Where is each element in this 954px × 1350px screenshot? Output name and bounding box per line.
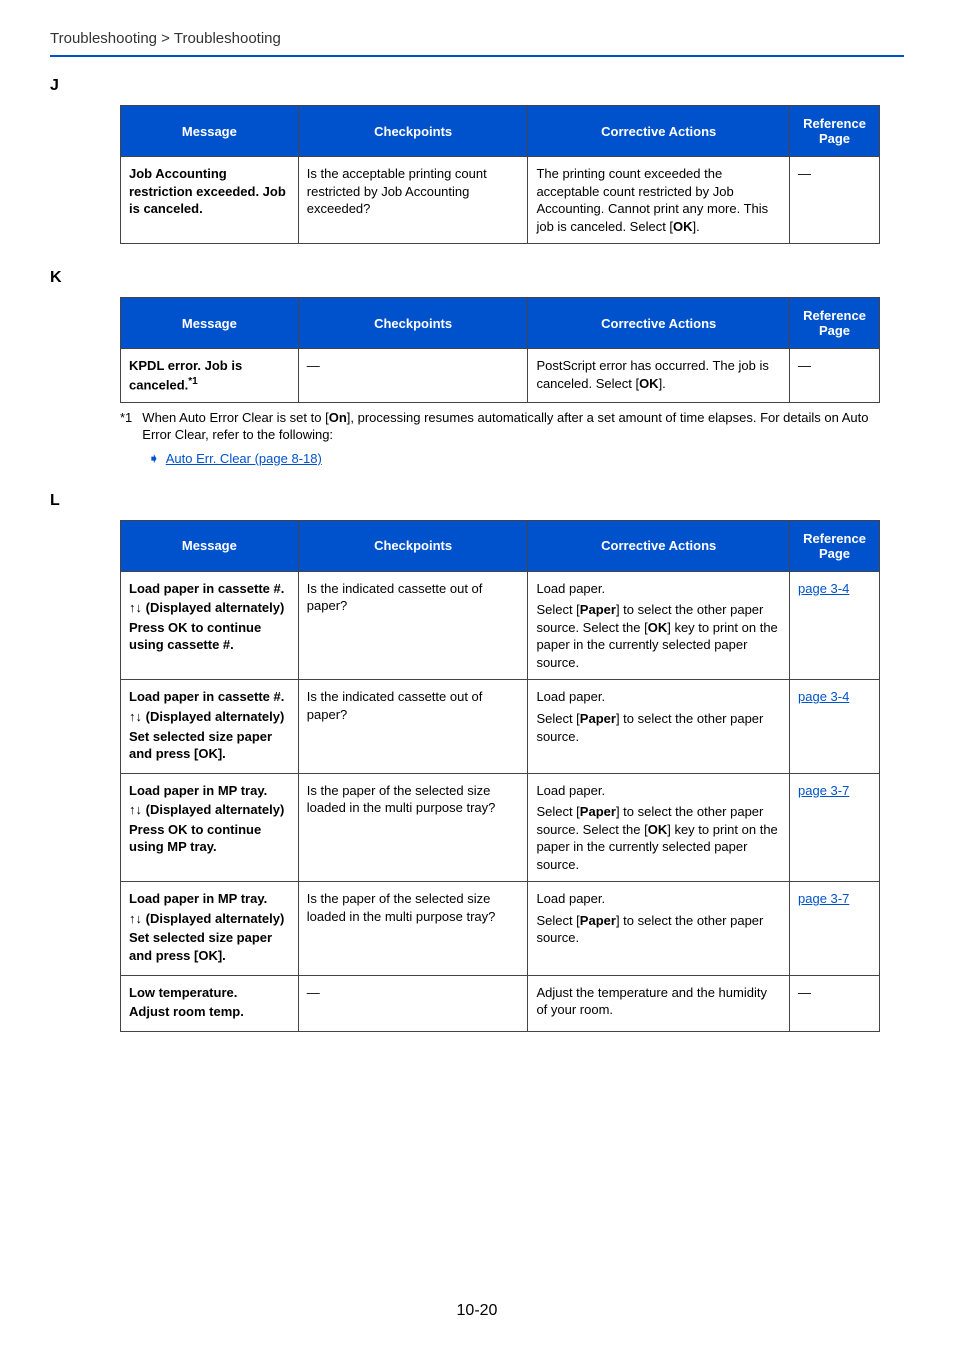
table-l: Message Checkpoints Corrective Actions R…: [120, 520, 880, 1032]
reference-page-link[interactable]: page 3-4: [798, 689, 849, 704]
cell-message: Low temperature. Adjust room temp.: [121, 975, 299, 1031]
table-header-row: Message Checkpoints Corrective Actions R…: [121, 298, 880, 349]
section-heading-k: K: [50, 269, 904, 287]
action-line: Load paper.: [536, 688, 781, 706]
cell-reference: page 3-7: [790, 882, 880, 975]
col-header-message: Message: [121, 298, 299, 349]
col-header-actions: Corrective Actions: [528, 520, 790, 571]
msg-line: Load paper in MP tray.: [129, 782, 290, 800]
header-rule: [50, 55, 904, 57]
table-k: Message Checkpoints Corrective Actions R…: [120, 297, 880, 402]
action-line: Load paper.: [536, 782, 781, 800]
cell-checkpoints: Is the indicated cassette out of paper?: [298, 571, 528, 680]
table-j: Message Checkpoints Corrective Actions R…: [120, 105, 880, 244]
table-row: Low temperature. Adjust room temp. ― Adj…: [121, 975, 880, 1031]
col-header-actions: Corrective Actions: [528, 298, 790, 349]
action-line: Load paper.: [536, 580, 781, 598]
msg-line: Set selected size paper and press [OK].: [129, 728, 290, 763]
footnote-block: *1 When Auto Error Clear is set to [On],…: [120, 409, 880, 467]
col-header-reference: Reference Page: [790, 520, 880, 571]
cell-actions: PostScript error has occurred. The job i…: [528, 349, 790, 402]
footnote-link[interactable]: Auto Err. Clear (page 8-18): [166, 451, 322, 466]
cell-checkpoints: ―: [298, 975, 528, 1031]
table-row: KPDL error. Job is canceled.*1 ― PostScr…: [121, 349, 880, 402]
arrow-icon: ➧: [148, 450, 160, 467]
msg-line: Set selected size paper and press [OK].: [129, 929, 290, 964]
col-header-reference: Reference Page: [790, 106, 880, 157]
table-row: Load paper in cassette #. ↑↓ (Displayed …: [121, 680, 880, 773]
section-heading-l: L: [50, 492, 904, 510]
action-line: Select [Paper] to select the other paper…: [536, 912, 781, 947]
footnote-text: When Auto Error Clear is set to [On], pr…: [142, 409, 880, 444]
msg-line: Adjust room temp.: [129, 1003, 290, 1021]
table-header-row: Message Checkpoints Corrective Actions R…: [121, 106, 880, 157]
col-header-actions: Corrective Actions: [528, 106, 790, 157]
cell-reference: page 3-4: [790, 680, 880, 773]
col-header-message: Message: [121, 520, 299, 571]
msg-line: ↑↓ (Displayed alternately): [129, 599, 290, 617]
table-header-row: Message Checkpoints Corrective Actions R…: [121, 520, 880, 571]
cell-checkpoints: ―: [298, 349, 528, 402]
col-header-checkpoints: Checkpoints: [298, 106, 528, 157]
msg-line: ↑↓ (Displayed alternately): [129, 708, 290, 726]
document-page: Troubleshooting > Troubleshooting J Mess…: [0, 0, 954, 1350]
msg-line: Load paper in cassette #.: [129, 580, 290, 598]
cell-checkpoints: Is the indicated cassette out of paper?: [298, 680, 528, 773]
msg-line: Low temperature.: [129, 984, 290, 1002]
cell-reference: page 3-7: [790, 773, 880, 882]
cell-checkpoints: Is the paper of the selected size loaded…: [298, 773, 528, 882]
cell-reference: ―: [790, 349, 880, 402]
reference-page-link[interactable]: page 3-7: [798, 783, 849, 798]
cell-message: Load paper in MP tray. ↑↓ (Displayed alt…: [121, 773, 299, 882]
cell-message: Load paper in cassette #. ↑↓ (Displayed …: [121, 680, 299, 773]
cell-actions: Load paper. Select [Paper] to select the…: [528, 571, 790, 680]
page-number: 10-20: [0, 1302, 954, 1320]
table-row: Job Accounting restriction exceeded. Job…: [121, 157, 880, 244]
msg-line: Press OK to continue using cassette #.: [129, 619, 290, 654]
cell-message: Job Accounting restriction exceeded. Job…: [121, 157, 299, 244]
cell-checkpoints: Is the acceptable printing count restric…: [298, 157, 528, 244]
cell-message: KPDL error. Job is canceled.*1: [121, 349, 299, 402]
cell-reference: page 3-4: [790, 571, 880, 680]
table-row: Load paper in cassette #. ↑↓ (Displayed …: [121, 571, 880, 680]
col-header-checkpoints: Checkpoints: [298, 298, 528, 349]
col-header-reference: Reference Page: [790, 298, 880, 349]
msg-line: ↑↓ (Displayed alternately): [129, 801, 290, 819]
cell-actions: The printing count exceeded the acceptab…: [528, 157, 790, 244]
reference-page-link[interactable]: page 3-7: [798, 891, 849, 906]
cell-actions: Load paper. Select [Paper] to select the…: [528, 680, 790, 773]
action-line: Select [Paper] to select the other paper…: [536, 710, 781, 745]
col-header-checkpoints: Checkpoints: [298, 520, 528, 571]
cell-actions: Load paper. Select [Paper] to select the…: [528, 773, 790, 882]
cell-reference: ―: [790, 157, 880, 244]
action-line: Select [Paper] to select the other paper…: [536, 601, 781, 671]
cell-actions: Adjust the temperature and the humidity …: [528, 975, 790, 1031]
section-heading-j: J: [50, 77, 904, 95]
cell-checkpoints: Is the paper of the selected size loaded…: [298, 882, 528, 975]
cell-reference: ―: [790, 975, 880, 1031]
reference-page-link[interactable]: page 3-4: [798, 581, 849, 596]
message-text: KPDL error. Job is canceled.: [129, 358, 242, 392]
cell-message: Load paper in MP tray. ↑↓ (Displayed alt…: [121, 882, 299, 975]
cell-actions: Load paper. Select [Paper] to select the…: [528, 882, 790, 975]
msg-line: Load paper in MP tray.: [129, 890, 290, 908]
cell-message: Load paper in cassette #. ↑↓ (Displayed …: [121, 571, 299, 680]
msg-line: Press OK to continue using MP tray.: [129, 821, 290, 856]
msg-line: ↑↓ (Displayed alternately): [129, 910, 290, 928]
table-row: Load paper in MP tray. ↑↓ (Displayed alt…: [121, 773, 880, 882]
breadcrumb: Troubleshooting > Troubleshooting: [50, 30, 904, 55]
action-line: Select [Paper] to select the other paper…: [536, 803, 781, 873]
footnote-marker: *1: [188, 376, 197, 387]
table-row: Load paper in MP tray. ↑↓ (Displayed alt…: [121, 882, 880, 975]
col-header-message: Message: [121, 106, 299, 157]
msg-line: Load paper in cassette #.: [129, 688, 290, 706]
footnote-marker-label: *1: [120, 409, 132, 427]
action-line: Load paper.: [536, 890, 781, 908]
